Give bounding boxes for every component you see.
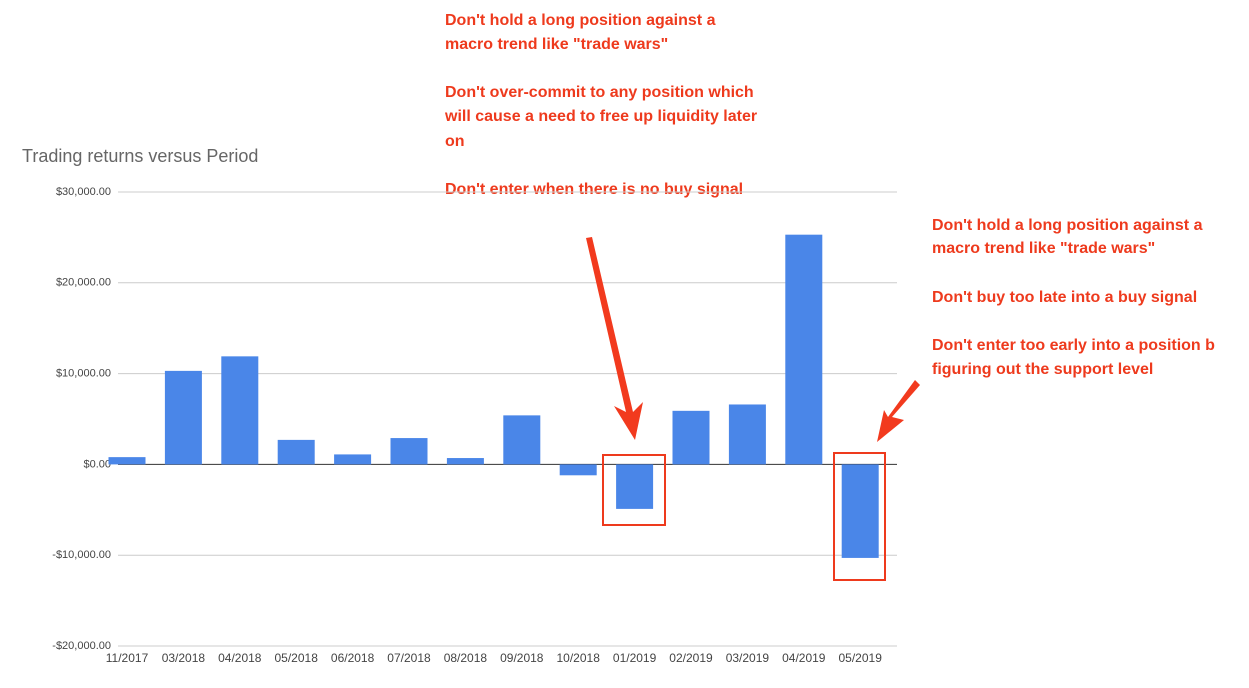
annotation: Don't enter too early into a position b <box>932 337 1215 354</box>
bar <box>108 457 146 465</box>
bar <box>559 464 597 476</box>
annotation: Don't over-commit to any position which <box>445 84 754 101</box>
bar <box>221 356 259 465</box>
annotation-block: Don't hold a long position against a mac… <box>932 217 1215 378</box>
bar <box>841 464 879 558</box>
x-tick-label: 11/2017 <box>106 651 149 665</box>
annotation: Don't hold a long position against a <box>932 217 1203 234</box>
y-tick-label: -$20,000.00 <box>52 640 111 652</box>
callouts <box>586 237 920 581</box>
x-tick-label: 02/2019 <box>669 651 713 665</box>
y-tick-label: $0.00 <box>83 458 111 470</box>
x-tick-label: 08/2018 <box>444 651 488 665</box>
x-tick-label: 09/2018 <box>500 651 544 665</box>
x-tick-label: 01/2019 <box>613 651 657 665</box>
annotation: Don't hold a long position against a <box>445 12 716 29</box>
x-tick-label: 05/2019 <box>839 651 883 665</box>
annotation-block: Don't hold a long position against a mac… <box>444 12 757 198</box>
x-tick-label: 06/2018 <box>331 651 375 665</box>
annotation: on <box>445 133 465 150</box>
x-tick-label: 10/2018 <box>557 651 601 665</box>
highlight-box <box>833 452 886 581</box>
bar <box>728 404 766 465</box>
x-tick-label: 03/2018 <box>162 651 206 665</box>
bar <box>390 438 428 465</box>
bar <box>334 454 372 465</box>
bar <box>503 415 541 465</box>
bar <box>164 370 202 465</box>
annotation: Don't enter when there is no buy signal <box>445 181 743 198</box>
bar <box>277 439 315 465</box>
chart-title: Trading returns versus Period <box>22 146 258 166</box>
x-tick-label: 04/2018 <box>218 651 262 665</box>
arrow <box>586 237 643 440</box>
x-tick-label: 07/2018 <box>387 651 431 665</box>
annotation: will cause a need to free up liquidity l… <box>444 108 757 125</box>
highlight-box <box>602 454 666 526</box>
arrow <box>877 380 920 442</box>
annotation: macro trend like "trade wars" <box>445 36 668 53</box>
y-tick-label: $10,000.00 <box>56 368 111 380</box>
y-tick-label: $20,000.00 <box>56 277 111 289</box>
x-tick-label: 05/2018 <box>275 651 319 665</box>
annotation: Don't buy too late into a buy signal <box>932 289 1197 306</box>
y-tick-label: -$10,000.00 <box>52 549 111 561</box>
bar <box>616 464 654 509</box>
x-tick-label: 04/2019 <box>782 651 826 665</box>
annotation: macro trend like "trade wars" <box>932 240 1155 257</box>
plot-area: -$20,000.00 -$10,000.00 $0.00 $10,000.00 $20… <box>52 186 897 665</box>
bar <box>672 410 710 465</box>
annotation: figuring out the support level <box>932 361 1153 378</box>
y-tick-label: $30,000.00 <box>56 186 111 198</box>
bar <box>785 234 823 465</box>
bar <box>446 458 484 465</box>
x-tick-label: 03/2019 <box>726 651 770 665</box>
